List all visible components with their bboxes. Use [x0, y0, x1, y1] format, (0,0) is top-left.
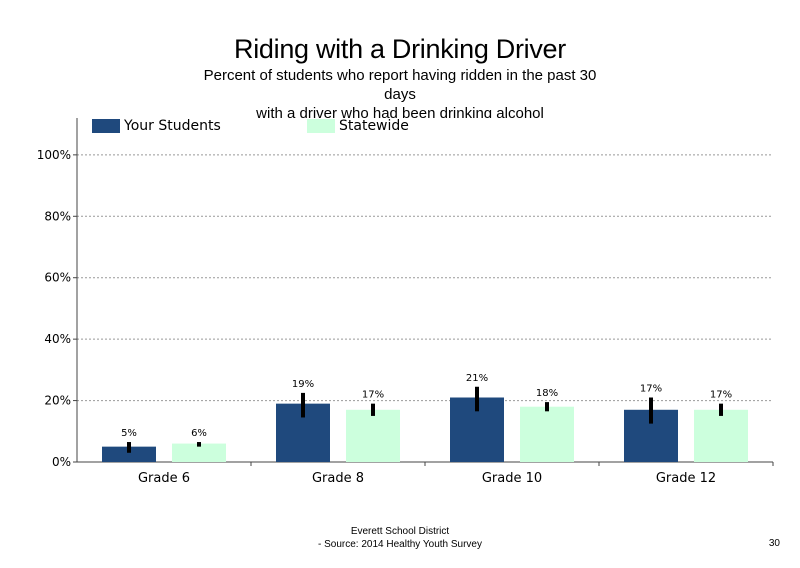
- legend-swatch-your-students: [92, 119, 120, 133]
- legend-item-statewide: Statewide: [307, 118, 409, 134]
- bar-statewide: [172, 443, 226, 462]
- subtitle-line: with a driver who had been drinking alco…: [256, 105, 544, 118]
- x-tick-label: Grade 10: [482, 471, 542, 486]
- data-label-your-students: 5%: [121, 428, 137, 439]
- x-tick-label: Grade 6: [138, 471, 190, 486]
- chart-header: Riding with a Drinking Driver Percent of…: [0, 0, 800, 118]
- subtitle-line: days: [384, 86, 416, 103]
- legend-swatch-statewide: [307, 119, 335, 133]
- y-tick-label: 100%: [37, 148, 71, 162]
- y-tick-label: 60%: [44, 271, 71, 285]
- page-number: 30: [768, 538, 780, 549]
- chart-legend: Your Students Statewide: [0, 118, 800, 136]
- data-label-your-students: 21%: [466, 373, 488, 384]
- bar-statewide: [346, 409, 400, 462]
- footer-source: - Source: 2014 Healthy Youth Survey: [318, 539, 482, 550]
- bar-chart: 0% 20% 40% 60% 80% 100% 5% 6% Grade 6 19% 17% Grade…: [37, 118, 774, 486]
- data-label-statewide: 6%: [191, 428, 207, 439]
- legend-label-statewide: Statewide: [339, 118, 409, 134]
- y-tick-label: 0%: [52, 455, 71, 469]
- bar-statewide: [694, 409, 748, 462]
- footer: Everett School District - Source: 2014 H…: [250, 525, 550, 551]
- y-tick-label: 40%: [44, 332, 71, 346]
- x-tick-label: Grade 12: [656, 471, 716, 486]
- chart-subtitle: Percent of students who report having ri…: [170, 66, 630, 118]
- x-tick-label: Grade 8: [312, 471, 364, 486]
- legend-label-your-students: Your Students: [124, 118, 221, 134]
- subtitle-line: Percent of students who report having ri…: [203, 67, 597, 84]
- y-tick-label: 80%: [44, 209, 71, 223]
- bar-your-students: [102, 446, 156, 462]
- footer-district: Everett School District: [350, 526, 450, 537]
- data-label-your-students: 19%: [292, 379, 314, 390]
- data-label-your-students: 17%: [640, 384, 662, 395]
- data-label-statewide: 18%: [536, 388, 558, 399]
- data-label-statewide: 17%: [362, 390, 384, 401]
- y-tick-label: 20%: [44, 394, 71, 408]
- bar-statewide: [520, 406, 574, 462]
- data-label-statewide: 17%: [710, 390, 732, 401]
- chart-title: Riding with a Drinking Driver: [234, 34, 566, 64]
- legend-item-your-students: Your Students: [92, 118, 221, 134]
